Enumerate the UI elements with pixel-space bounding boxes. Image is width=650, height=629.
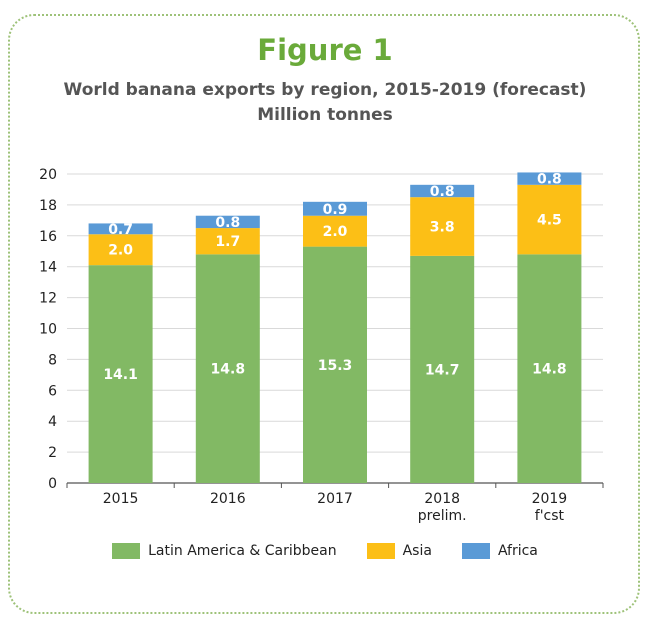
bar-segment-africa — [410, 184, 475, 198]
bar-segment-asia — [88, 234, 153, 266]
legend-item-asia: Asia — [366, 543, 432, 559]
chart-units: Million tonnes — [257, 105, 393, 125]
y-tick-label: 2 — [48, 445, 57, 461]
bar-segment-africa — [303, 201, 367, 216]
x-tick-label: prelim. — [418, 508, 467, 524]
data-label-asia: 3.8 — [430, 220, 455, 236]
bars: 14.1 2.0 0.7 14.8 1.7 0.8 15.3 2.0 0.9 14.7 3.8 0.8… — [88, 172, 582, 483]
legend-item-africa: Africa — [461, 543, 538, 559]
x-tick-label: 2016 — [210, 491, 246, 507]
bar-segment-asia — [410, 197, 475, 256]
bar-segment-asia — [517, 184, 582, 255]
chart-title: World banana exports by region, 2015-201… — [63, 80, 587, 100]
y-tick-label: 8 — [48, 352, 57, 368]
legend-swatch-africa — [461, 543, 490, 559]
data-label-asia: 2.0 — [323, 224, 348, 240]
legend: Latin America & Caribbean Asia Africa — [0, 543, 650, 559]
figure-label: Figure 1 — [257, 33, 393, 67]
y-tick-label: 18 — [39, 198, 57, 214]
data-label-africa: 0.9 — [323, 202, 348, 218]
legend-label-africa: Africa — [497, 543, 538, 559]
bar-segment-latin-america — [303, 246, 367, 483]
bar-segment-africa — [195, 215, 260, 229]
x-tick-label: 2017 — [317, 491, 353, 507]
y-tick-label: 16 — [39, 229, 57, 245]
y-tick-label: 6 — [48, 383, 57, 399]
y-tick-label: 4 — [48, 414, 57, 430]
y-tick-label: 12 — [39, 291, 57, 307]
legend-label-latin-america: Latin America & Caribbean — [148, 543, 337, 559]
data-label-latin-america: 14.8 — [211, 362, 246, 378]
x-tick-label: f'cst — [535, 508, 565, 524]
y-tick-label: 10 — [39, 322, 57, 338]
legend-swatch-asia — [366, 543, 395, 559]
data-label-africa: 0.8 — [537, 172, 562, 188]
bar-segment-asia — [195, 228, 260, 255]
y-tick-label: 0 — [48, 476, 57, 492]
y-tick-label: 14 — [39, 260, 57, 276]
x-tick-label: 2015 — [103, 491, 139, 507]
bar-segment-latin-america — [195, 254, 260, 483]
bar-segment-asia — [303, 215, 367, 247]
bar-segment-latin-america — [410, 255, 475, 483]
bar-segment-latin-america — [88, 265, 153, 483]
data-label-asia: 2.0 — [108, 243, 133, 259]
data-label-africa: 0.8 — [215, 215, 240, 231]
figure-frame — [8, 14, 640, 614]
legend-item-latin-america: Latin America & Caribbean — [112, 543, 337, 559]
bar-segment-africa — [88, 223, 153, 235]
data-label-latin-america: 14.8 — [532, 362, 567, 378]
y-tick-label: 20 — [39, 167, 57, 183]
legend-label-asia: Asia — [402, 543, 432, 559]
data-label-asia: 4.5 — [537, 213, 562, 229]
data-label-latin-america: 14.1 — [103, 367, 138, 383]
bar-segment-africa — [517, 172, 582, 185]
data-label-asia: 1.7 — [215, 234, 240, 250]
y-axis: 0 2 4 6 8 10 12 14 16 18 20 — [39, 167, 603, 492]
x-tick-label: 2019 — [532, 491, 568, 507]
data-label-africa: 0.7 — [108, 222, 133, 238]
bar-segment-latin-america — [517, 254, 582, 483]
data-label-africa: 0.8 — [430, 184, 455, 200]
data-label-latin-america: 15.3 — [318, 358, 353, 374]
x-tick-label: 2018 — [424, 491, 460, 507]
data-label-latin-america: 14.7 — [425, 362, 460, 378]
legend-swatch-latin-america — [112, 543, 141, 559]
